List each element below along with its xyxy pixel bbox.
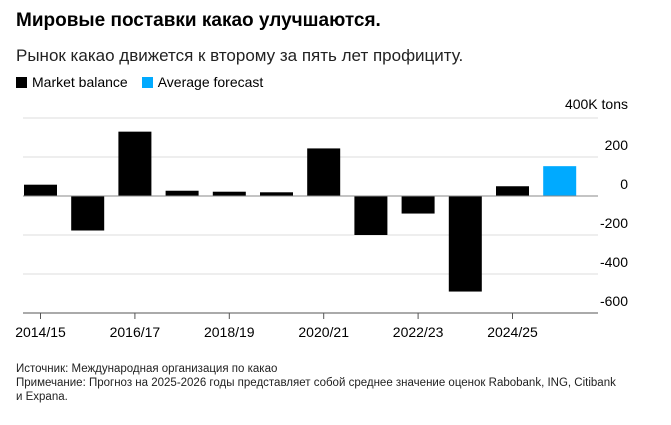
x-tick-label: 2020/21 [298, 324, 349, 340]
bar-2017/18 [165, 190, 199, 196]
bar-2016/17 [118, 131, 152, 196]
y-tick-label: 200 [605, 137, 629, 153]
legend: Market balance Average forecast [16, 74, 263, 90]
bar-2024/25 [496, 186, 529, 196]
bar-2019/20 [260, 192, 293, 196]
y-tick-label: -400 [600, 254, 628, 270]
bar-2025/26 [543, 166, 577, 196]
x-tick-label: 2016/17 [110, 324, 161, 340]
bar-chart: 400K tons 200 0 -200 -400 -600 2014/15 2016/17 2… [15, 96, 629, 340]
legend-swatch [141, 77, 153, 88]
y-tick-label: -600 [600, 293, 628, 309]
x-tick-label: 2014/15 [15, 324, 66, 340]
x-tick-label: 2018/19 [204, 324, 255, 340]
bar-2020/21 [307, 148, 341, 196]
bar-2018/19 [212, 191, 246, 196]
chart-subtitle: Рынок какао движется к второму за пять л… [16, 46, 464, 65]
x-tick-label: 2022/23 [393, 324, 444, 340]
y-tick-label: 0 [620, 176, 628, 192]
bar-2014/15 [24, 184, 57, 196]
bar-2021/22 [354, 196, 388, 235]
chart-title: Мировые поставки какао улучшаются. [16, 10, 381, 31]
y-axis-unit-label: 400K tons [565, 96, 628, 112]
footer: Источник: Международная организация по к… [16, 362, 616, 404]
y-tick-label: -200 [600, 215, 628, 231]
source-note: Источник: Международная организация по к… [16, 363, 278, 375]
footnote: Примечание: Прогноз на 2025-2026 годы пр… [16, 377, 616, 403]
legend-swatch [16, 77, 27, 88]
bar-2015/16 [71, 196, 105, 231]
bar-2023/24 [448, 196, 482, 292]
bar-2022/23 [401, 196, 435, 214]
legend-item-average-forecast: Average forecast [141, 74, 263, 90]
x-tick-label: 2024/25 [487, 324, 538, 340]
legend-item-market-balance: Market balance [16, 74, 128, 90]
